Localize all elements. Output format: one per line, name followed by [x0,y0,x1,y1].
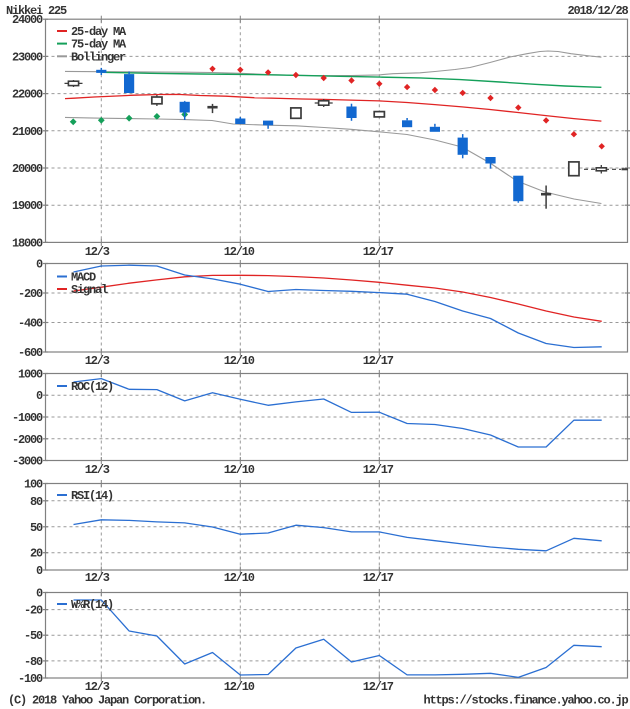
svg-text:-200: -200 [18,287,43,301]
svg-text:50: 50 [30,521,43,535]
svg-text:12/17: 12/17 [363,463,394,477]
svg-text:100: 100 [24,478,43,492]
svg-text:12/17: 12/17 [363,354,394,368]
svg-text:MACD: MACD [71,271,96,285]
svg-text:RSI(14): RSI(14) [71,489,113,503]
svg-text:12/3: 12/3 [85,354,110,368]
svg-text:-100: -100 [18,672,43,686]
svg-text:75-day MA: 75-day MA [71,38,127,52]
svg-text:21000: 21000 [12,125,43,139]
svg-text:12/10: 12/10 [224,245,255,259]
svg-text:-1000: -1000 [12,411,43,425]
svg-text:18000: 18000 [12,236,43,250]
svg-text:12/17: 12/17 [363,571,394,585]
svg-text:(C) 2018 Yahoo Japan Corporati: (C) 2018 Yahoo Japan Corporation. [8,694,206,708]
svg-text:-600: -600 [18,346,43,360]
svg-text:12/3: 12/3 [85,571,110,585]
svg-text:https://stocks.finance.yahoo.c: https://stocks.finance.yahoo.co.jp [423,694,628,708]
svg-text:20000: 20000 [12,162,43,176]
svg-text:22000: 22000 [12,88,43,102]
svg-text:80: 80 [30,495,43,509]
svg-text:-3000: -3000 [12,455,43,469]
svg-text:12/10: 12/10 [224,354,255,368]
svg-text:12/17: 12/17 [363,680,394,694]
svg-text:Nikkei 225: Nikkei 225 [6,4,67,18]
svg-text:12/3: 12/3 [85,680,110,694]
svg-text:20: 20 [30,547,43,561]
svg-text:25-day MA: 25-day MA [71,25,127,39]
svg-text:-50: -50 [24,629,43,643]
svg-text:W%R(14): W%R(14) [71,598,113,612]
svg-text:19000: 19000 [12,199,43,213]
svg-text:0: 0 [36,258,43,272]
svg-text:12/10: 12/10 [224,463,255,477]
svg-text:12/3: 12/3 [85,463,110,477]
svg-text:-2000: -2000 [12,433,43,447]
svg-text:ROC(12): ROC(12) [71,380,113,394]
svg-text:Bollinger: Bollinger [71,50,126,64]
svg-text:2018/12/28: 2018/12/28 [567,4,628,18]
svg-text:12/10: 12/10 [224,680,255,694]
svg-text:-20: -20 [24,604,43,618]
svg-text:Signal: Signal [71,283,108,297]
svg-text:12/17: 12/17 [363,245,394,259]
svg-text:0: 0 [36,587,43,601]
svg-text:23000: 23000 [12,50,43,64]
svg-text:-400: -400 [18,317,43,331]
svg-text:1000: 1000 [18,368,43,382]
svg-text:0: 0 [36,564,43,578]
svg-text:-80: -80 [24,655,43,669]
svg-text:12/3: 12/3 [85,245,110,259]
svg-text:24000: 24000 [12,13,43,27]
svg-text:12/10: 12/10 [224,571,255,585]
svg-text:0: 0 [36,389,43,403]
